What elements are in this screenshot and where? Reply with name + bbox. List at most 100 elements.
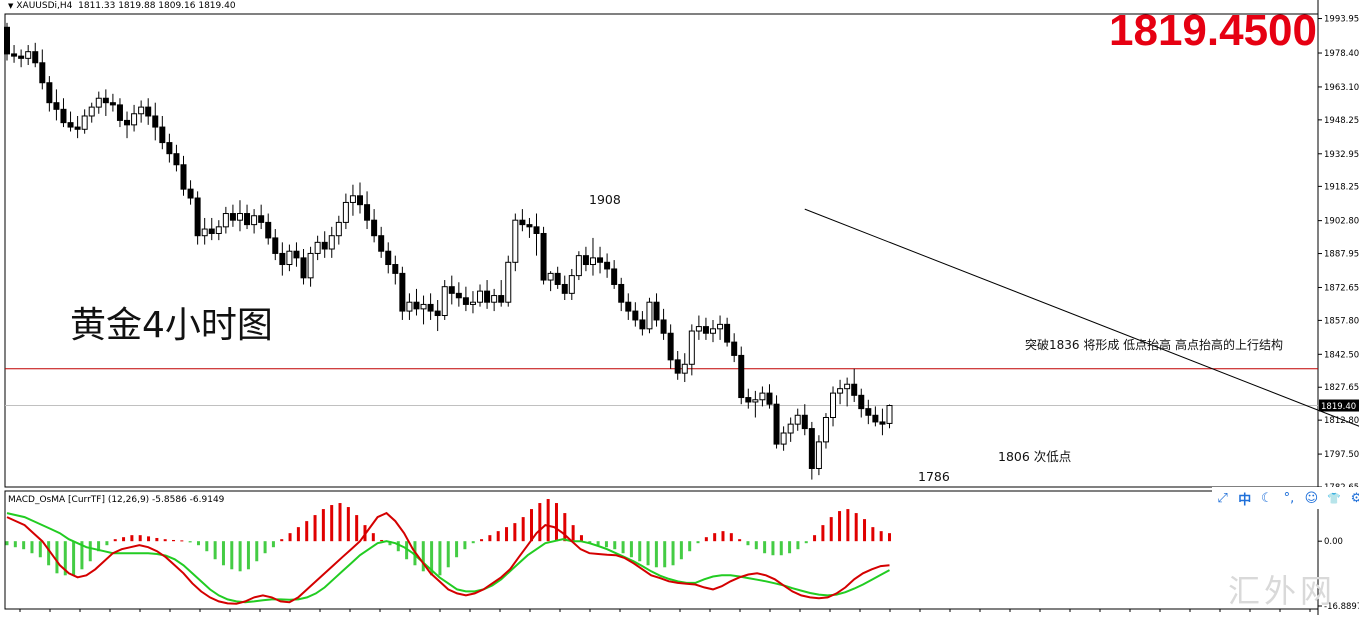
bear-candle <box>462 297 469 305</box>
bull-candle <box>25 51 32 59</box>
price-tick-label: 1902.80 <box>1324 217 1359 227</box>
bear-candle <box>194 197 201 237</box>
bear-candle <box>321 241 328 250</box>
histogram-bar-negative <box>696 541 700 544</box>
bull-candle <box>759 392 766 401</box>
bull-candle <box>837 388 844 394</box>
downtrend-line <box>804 208 1359 427</box>
bull-candle <box>342 201 349 223</box>
bull-candle <box>589 257 596 266</box>
histogram-bar-positive <box>513 523 517 542</box>
histogram-bar-positive <box>296 527 300 542</box>
bear-candle <box>116 104 123 121</box>
bull-candle <box>335 221 342 237</box>
histogram-bar-positive <box>521 517 525 542</box>
bear-candle <box>533 226 540 234</box>
price-tick-label: 1978.40 <box>1324 49 1359 59</box>
histogram-bar-negative <box>779 541 783 556</box>
price-tick-label: 1842.50 <box>1324 350 1359 360</box>
bull-candle <box>688 330 695 365</box>
bull-candle <box>314 241 321 254</box>
price-tick-label: 1918.25 <box>1324 182 1359 192</box>
bull-candle <box>222 213 229 228</box>
histogram-bar-negative <box>788 541 792 554</box>
bear-candle <box>604 261 611 270</box>
bear-candle <box>166 142 173 155</box>
bear-candle <box>357 195 363 206</box>
bull-candle <box>886 405 893 424</box>
bear-candle <box>399 272 406 312</box>
bull-candle <box>420 303 427 310</box>
histogram-bar-negative <box>88 541 92 562</box>
histogram-bar-positive <box>554 503 558 542</box>
price-tick-label: 1887.95 <box>1324 250 1359 260</box>
histogram-bar-positive <box>863 519 867 542</box>
bear-candle <box>18 55 25 59</box>
bear-candle <box>582 255 589 266</box>
histogram-bar-negative <box>55 541 59 574</box>
histogram-bar-negative <box>671 541 675 566</box>
emoji-icon[interactable]: ☺ <box>1304 490 1319 506</box>
histogram-bar-positive <box>563 513 567 542</box>
bull-candle <box>646 301 653 330</box>
histogram-bar-negative <box>621 541 625 554</box>
bear-candle <box>851 383 858 396</box>
bear-candle <box>484 290 491 303</box>
histogram-bar-positive <box>888 533 891 542</box>
bear-candle <box>392 264 399 274</box>
bear-candle <box>109 102 116 106</box>
dropdown-triangle-icon[interactable]: ▼ <box>8 2 14 10</box>
watermark: 汇外网 <box>1228 572 1337 610</box>
histogram-bar-positive <box>854 513 858 542</box>
bull-candle <box>469 301 476 305</box>
histogram-bar-positive <box>321 509 325 542</box>
bear-candle <box>667 332 674 361</box>
price-pane-frame <box>4 13 1319 488</box>
chart-title: 黄金4小时图 <box>70 305 273 346</box>
histogram-bar-positive <box>305 521 309 542</box>
ohlc-values: 1811.33 1819.88 1809.16 1819.40 <box>78 1 236 11</box>
histogram-bar-positive <box>155 537 159 542</box>
price-tick-label: 1812.80 <box>1324 416 1359 426</box>
price-tick-label: 1963.10 <box>1324 83 1359 93</box>
chinese-input-icon[interactable]: 中 <box>1238 492 1252 508</box>
settings-icon[interactable]: ⚙ <box>1350 490 1359 506</box>
bear-candle <box>208 228 215 234</box>
symbol-name: XAUUSDi,H4 <box>16 1 73 11</box>
bull-candle <box>251 215 258 226</box>
punctuation-icon[interactable]: °, <box>1283 490 1295 506</box>
breakout-note: 突破1836 将形成 低点抬高 高点抬高的上行结构 <box>1025 338 1283 352</box>
bull-candle <box>815 441 822 469</box>
bear-candle <box>858 394 865 410</box>
histogram-bar-negative <box>396 541 400 552</box>
bear-candle <box>272 237 279 254</box>
histogram-bar-negative <box>105 541 109 546</box>
bear-candle <box>4 26 10 55</box>
histogram-bar-positive <box>172 539 176 542</box>
bull-candle <box>441 286 448 317</box>
bull-candle <box>138 106 145 115</box>
bull-candle <box>81 115 88 130</box>
bear-candle <box>724 323 731 343</box>
bull-candle <box>236 213 243 221</box>
histogram-bar-positive <box>846 509 850 542</box>
moon-icon[interactable]: ☾ <box>1261 490 1273 506</box>
shirt-icon[interactable]: 👕 <box>1327 491 1341 505</box>
histogram-bar-positive <box>488 535 492 542</box>
bear-candle <box>32 51 39 64</box>
bear-candle <box>39 62 46 84</box>
macd-main-line <box>6 511 890 605</box>
bear-candle <box>872 414 879 423</box>
histogram-bar-negative <box>196 541 200 546</box>
bull-candle <box>131 113 138 126</box>
bear-candle <box>371 219 378 237</box>
histogram-bar-negative <box>629 541 633 558</box>
bear-candle <box>124 119 131 126</box>
bear-candle <box>53 102 60 110</box>
histogram-bar-negative <box>205 541 209 552</box>
bear-candle <box>625 301 632 312</box>
histogram-bar-negative <box>13 541 17 548</box>
resize-icon[interactable]: ⤢ <box>1217 490 1228 506</box>
bear-candle <box>180 164 187 190</box>
bull-candle <box>406 301 413 312</box>
